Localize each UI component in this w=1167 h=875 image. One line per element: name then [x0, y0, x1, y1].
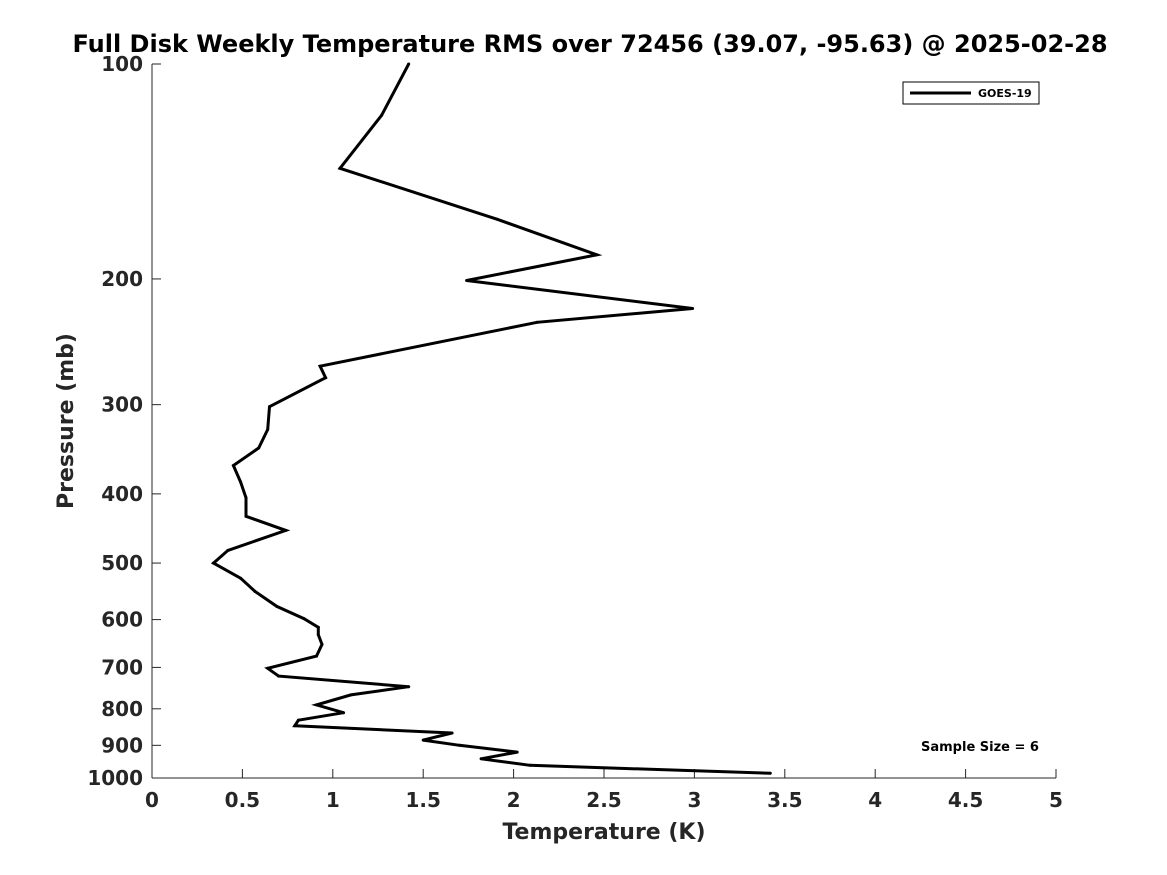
series-point: [315, 703, 318, 707]
series-point: [595, 253, 599, 257]
series-point: [338, 166, 342, 170]
x-tick-label: 1.5: [405, 788, 440, 812]
y-tick-label: 800: [101, 697, 143, 721]
y-tick-label: 1000: [87, 766, 143, 790]
series-point: [315, 654, 318, 658]
series-point: [296, 718, 300, 722]
series-point: [266, 428, 270, 431]
series-point: [302, 617, 306, 621]
series-point: [268, 405, 271, 409]
series-point: [244, 514, 248, 518]
series-point: [284, 528, 288, 532]
series-point: [515, 750, 519, 754]
legend: GOES-19: [902, 81, 1040, 105]
series-line: [210, 63, 771, 775]
x-tick-label: 0.5: [225, 788, 260, 812]
series-point: [421, 738, 425, 742]
series-point: [342, 711, 346, 715]
y-tick-label: 400: [101, 482, 143, 506]
y-axis-label: Pressure (mb): [54, 333, 79, 509]
series-point: [465, 279, 469, 282]
series-point: [316, 633, 320, 637]
series-point: [293, 724, 297, 728]
x-tick-label: 2: [507, 788, 521, 812]
series-point: [450, 731, 454, 735]
series-point: [257, 446, 261, 450]
series-point: [407, 62, 411, 66]
series-point: [495, 217, 499, 221]
series-point: [528, 763, 532, 767]
y-tick-label: 500: [101, 551, 143, 575]
y-tick-label: 600: [101, 608, 143, 632]
x-tick-label: 0: [145, 788, 159, 812]
series-point: [691, 307, 695, 310]
series-point: [253, 590, 257, 593]
series-point: [277, 674, 281, 678]
series-point: [380, 113, 384, 117]
series-point: [231, 464, 235, 467]
series-point: [275, 604, 279, 608]
series-point: [479, 757, 483, 761]
x-tick-label: 2.5: [586, 788, 621, 812]
x-tick-label: 4: [868, 788, 882, 812]
series-point: [320, 642, 324, 646]
chart-title: Full Disk Weekly Temperature RMS over 72…: [72, 30, 1107, 58]
y-tick-label: 300: [101, 393, 143, 417]
series-point: [239, 480, 243, 484]
series-point: [266, 666, 270, 670]
y-tick-label: 100: [101, 52, 143, 76]
x-tick-label: 1: [326, 788, 340, 812]
series-point: [324, 376, 328, 380]
sample-size-annotation: Sample Size = 6: [921, 740, 1039, 755]
series-point: [535, 320, 539, 324]
x-ticks: 0 0.5 1 1.5 2 2.5 3 3.5 4 4.5 5: [145, 769, 1063, 812]
legend-label: GOES-19: [978, 87, 1032, 100]
x-tick-label: 4.5: [948, 788, 983, 812]
y-tick-label: 900: [101, 733, 143, 757]
series-point: [768, 771, 772, 775]
series-point: [407, 685, 411, 689]
series-point: [212, 561, 215, 565]
series-point: [316, 625, 320, 629]
series-point: [457, 743, 461, 747]
y-tick-label: 200: [101, 267, 143, 291]
x-tick-label: 3.5: [767, 788, 802, 812]
x-tick-label: 5: [1049, 788, 1063, 812]
x-tick-label: 3: [687, 788, 701, 812]
series-point: [244, 496, 248, 500]
series-point: [318, 364, 322, 368]
series-layer: [210, 62, 772, 775]
y-ticks: 100 200 300 400 500 600 700 800 900 1000: [87, 52, 161, 790]
series-point: [349, 693, 353, 697]
series-point: [226, 548, 230, 552]
series-point: [239, 576, 243, 580]
y-tick-label: 700: [101, 655, 143, 679]
x-axis-label: Temperature (K): [502, 820, 705, 845]
